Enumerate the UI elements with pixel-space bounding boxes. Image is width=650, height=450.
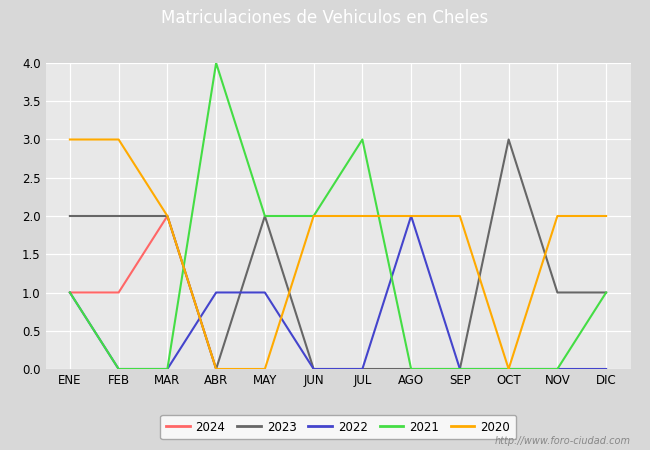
Text: Matriculaciones de Vehiculos en Cheles: Matriculaciones de Vehiculos en Cheles (161, 9, 489, 27)
Legend: 2024, 2023, 2022, 2021, 2020: 2024, 2023, 2022, 2021, 2020 (160, 415, 516, 440)
Text: http://www.foro-ciudad.com: http://www.foro-ciudad.com (495, 436, 630, 446)
